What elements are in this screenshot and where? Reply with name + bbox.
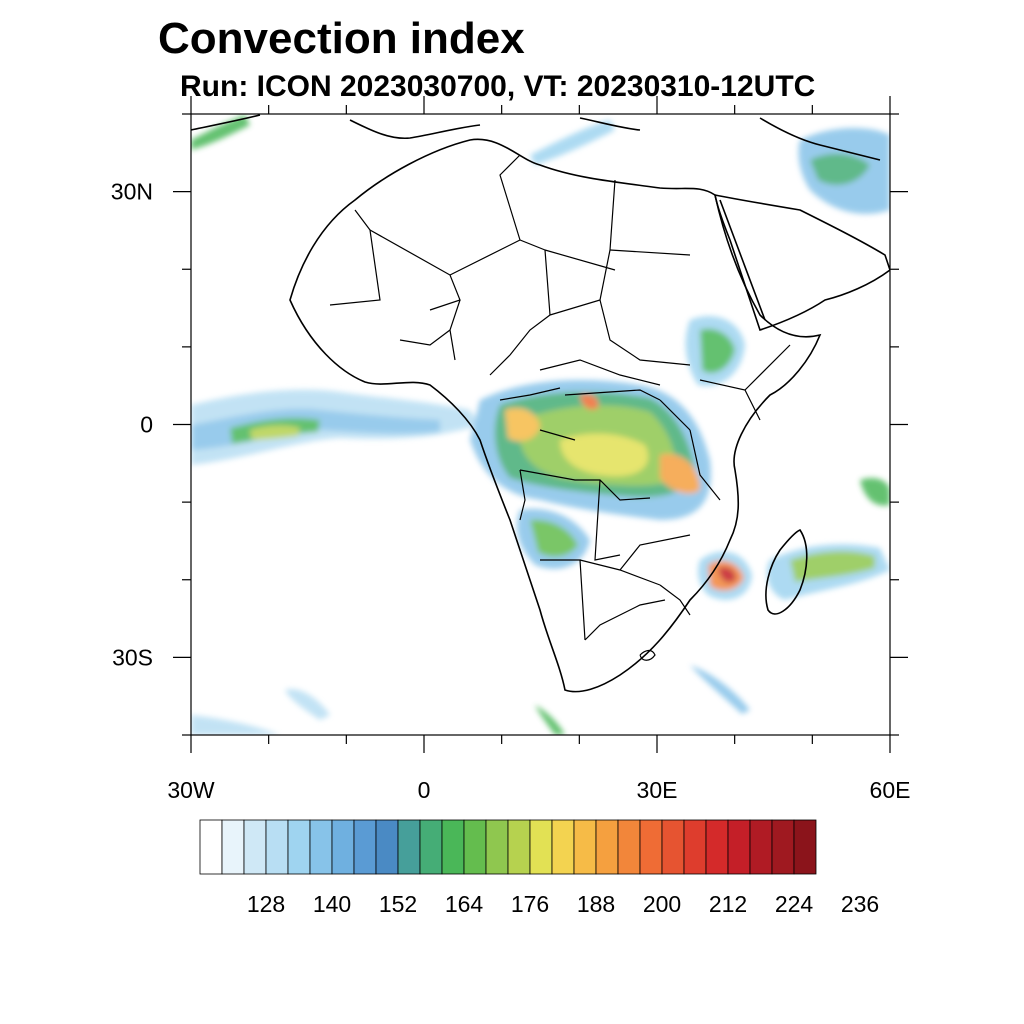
axis-labels: 30N 0 30S 30W 0 30E 60E [111,179,911,803]
colorbar-label: 200 [643,891,681,917]
lat-tick-label: 30N [111,179,153,205]
colorbar-box [705,819,729,875]
colorbar-box [397,819,421,875]
colorbar-box [595,819,619,875]
coastlines [191,114,890,693]
colorbar-label: 224 [775,891,814,917]
lon-tick-label: 0 [418,777,431,803]
lat-tick-label: 30S [112,644,153,670]
colorbar-box [507,819,531,875]
colorbar-box [309,819,333,875]
chart-title: Convection index [158,14,525,63]
colorbar-box [661,819,685,875]
lon-tick-label: 30W [167,777,215,803]
convection-field [191,115,890,735]
country-borders [329,154,791,661]
colorbar-box [353,819,377,875]
colorbar-label: 140 [313,891,351,917]
colorbar-box [749,819,773,875]
colorbar: 128 140 152 164 176 188 200 212 224 236 [199,819,879,917]
colorbar-box [617,819,641,875]
colorbar-box [419,819,443,875]
colorbar-box [771,819,795,875]
colorbar-box [331,819,355,875]
colorbar-box [683,819,707,875]
colorbar-label: 176 [511,891,549,917]
colorbar-box [793,819,817,875]
colorbar-label: 164 [445,891,484,917]
colorbar-label: 188 [577,891,615,917]
colorbar-box [529,819,553,875]
colorbar-box [551,819,575,875]
lon-tick-label: 60E [870,777,911,803]
colorbar-label: 236 [841,891,879,917]
lon-tick-label: 30E [637,777,678,803]
colorbar-box [573,819,597,875]
colorbar-box [375,819,399,875]
colorbar-label: 212 [709,891,747,917]
colorbar-box [243,819,267,875]
colorbar-box [441,819,465,875]
colorbar-box [287,819,311,875]
axis-ticks [173,96,908,753]
colorbar-label: 152 [379,891,417,917]
lat-tick-label: 0 [140,412,153,438]
colorbar-box [463,819,487,875]
colorbar-box [727,819,751,875]
colorbar-box [221,819,245,875]
chart-subtitle: Run: ICON 2023030700, VT: 20230310-12UTC [180,70,816,103]
colorbar-box [265,819,289,875]
colorbar-box [199,819,223,875]
colorbar-box [485,819,509,875]
colorbar-box [639,819,663,875]
colorbar-label: 128 [247,891,285,917]
